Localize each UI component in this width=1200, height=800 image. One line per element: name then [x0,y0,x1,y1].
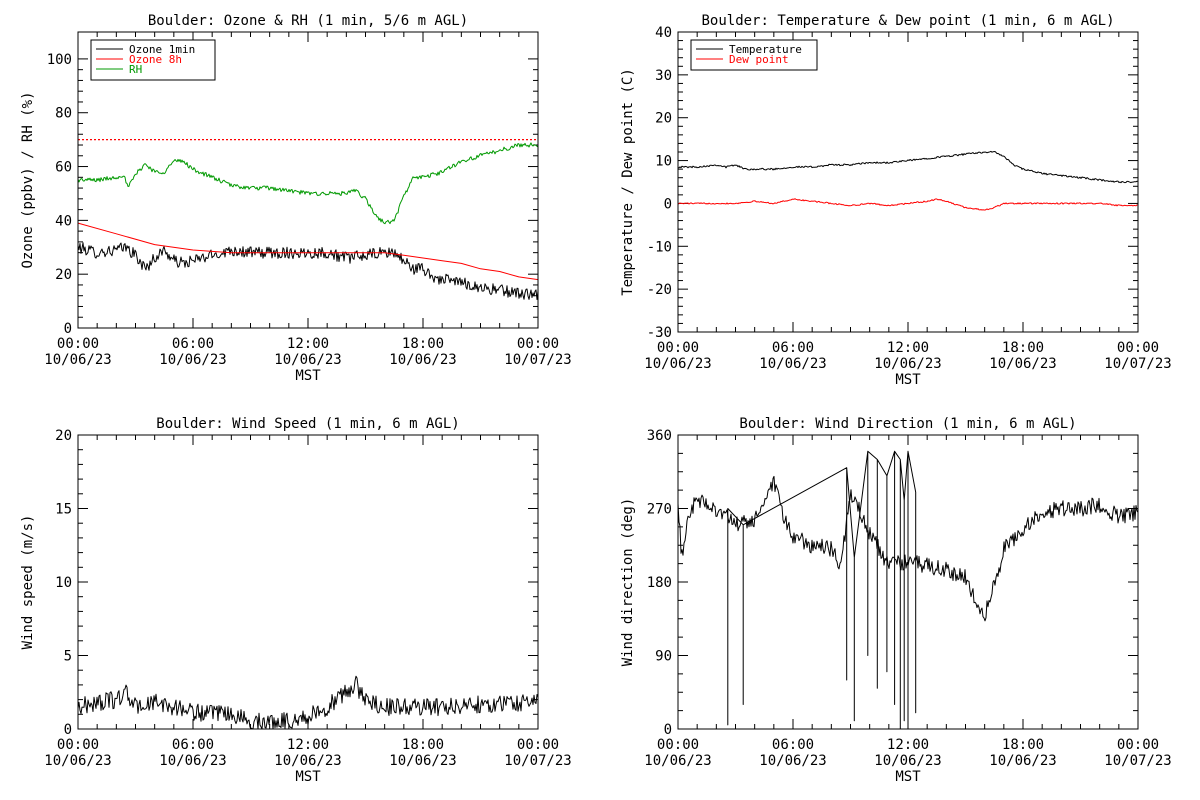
wdir-ytick-label: 90 [655,649,672,665]
wdir-title: Boulder: Wind Direction (1 min, 6 m AGL) [739,416,1076,432]
temp-ytick-label: -10 [647,239,672,255]
wspd-xlabel: MST [295,769,321,785]
wdir-xtick-date: 10/06/23 [874,753,941,769]
temp-xtick-label: 00:00 [1117,340,1159,356]
temp-plot-frame [677,31,1139,333]
temp-ytick-label: -30 [647,325,672,341]
wspd-ytick-label: 20 [55,428,72,444]
ozone-series-2 [77,222,539,281]
temp-xtick-label: 06:00 [772,340,814,356]
wspd-ytick-label: 15 [55,502,72,518]
ozone-xtick-label: 00:00 [517,336,559,352]
temp-xtick-date: 10/07/23 [1104,356,1171,372]
ozone-ytick-label: 20 [55,267,72,283]
ozone-legend-label: Ozone 1min [129,43,195,56]
wdir-ytick-label: 0 [664,722,672,738]
wdir-plot-frame [677,434,1139,730]
panel-wspd: Boulder: Wind Speed (1 min, 6 m AGL) 0 5 10… [20,416,572,785]
temp-ytick-label: -20 [647,282,672,298]
wdir-xtick-label: 00:00 [1117,737,1159,753]
ozone-legend [90,39,216,81]
wdir-xtick-date: 10/06/23 [644,753,711,769]
ozone-xtick-date: 10/07/23 [504,352,571,368]
ozone-xtick-label: 06:00 [172,336,214,352]
ozone-ytick-label: 60 [55,160,72,176]
wdir-xtick-label: 18:00 [1002,737,1044,753]
wspd-xtick-date: 10/06/23 [159,753,226,769]
ozone-xtick-date: 10/06/23 [274,352,341,368]
ozone-ytick-label: 40 [55,213,72,229]
temp-series-1 [678,150,1139,184]
temp-xtick-date: 10/06/23 [989,356,1056,372]
wspd-title: Boulder: Wind Speed (1 min, 6 m AGL) [156,416,459,432]
wspd-xtick-label: 12:00 [287,737,329,753]
panel-temp: Boulder: Temperature & Dew point (1 min,… [620,13,1172,388]
wspd-series-1 [77,675,539,730]
wspd-xtick-label: 00:00 [57,737,99,753]
ozone-xtick-label: 00:00 [57,336,99,352]
panel-ozone: Boulder: Ozone & RH (1 min, 5/6 m AGL) 0 2… [20,13,572,384]
ozone-legend-label: Ozone 8h [129,53,182,66]
wspd-ytick-label: 10 [55,575,72,591]
wspd-ylabel: Wind speed (m/s) [20,515,36,650]
temp-ytick-label: 10 [655,154,672,170]
temp-ylabel: Temperature / Dew point (C) [620,68,636,296]
wdir-xtick-date: 10/06/23 [759,753,826,769]
temp-legend-label: Dew point [729,53,789,66]
temp-legend [690,39,818,71]
wspd-xtick-label: 06:00 [172,737,214,753]
wspd-ytick-label: 5 [64,649,72,665]
wspd-xtick-date: 10/06/23 [274,753,341,769]
ozone-xtick-date: 10/06/23 [44,352,111,368]
ozone-xtick-label: 12:00 [287,336,329,352]
temp-ytick-label: 0 [664,196,672,212]
ozone-xtick-label: 18:00 [402,336,444,352]
temp-xtick-label: 00:00 [657,340,699,356]
panel-wdir: Boulder: Wind Direction (1 min, 6 m AGL)… [620,416,1172,785]
wspd-plot-frame [77,434,539,730]
wspd-xtick-date: 10/07/23 [504,753,571,769]
temp-xtick-label: 18:00 [1002,340,1044,356]
wspd-xtick-label: 18:00 [402,737,444,753]
wdir-ylabel: Wind direction (deg) [620,498,636,667]
ozone-ylabel: Ozone (ppbv) / RH (%) [20,91,36,268]
temp-title: Boulder: Temperature & Dew point (1 min,… [701,13,1114,29]
wspd-xtick-date: 10/06/23 [389,753,456,769]
wdir-xlabel: MST [895,769,921,785]
ozone-ytick-label: 100 [47,52,72,68]
temp-xlabel: MST [895,372,921,388]
wdir-xtick-date: 10/07/23 [1104,753,1171,769]
ozone-ytick-label: 0 [64,321,72,337]
ozone-ytick-label: 80 [55,106,72,122]
wdir-xtick-label: 00:00 [657,737,699,753]
wdir-ytick-label: 180 [647,575,672,591]
ozone-xtick-date: 10/06/23 [159,352,226,368]
temp-xtick-date: 10/06/23 [874,356,941,372]
temp-series-2 [677,198,1139,211]
ozone-series-1 [77,242,539,300]
ozone-legend-label: RH [129,63,142,76]
wdir-xtick-label: 06:00 [772,737,814,753]
temp-xtick-label: 12:00 [887,340,929,356]
wspd-xtick-date: 10/06/23 [44,753,111,769]
temp-xtick-date: 10/06/23 [644,356,711,372]
temp-ytick-label: 40 [655,25,672,41]
wspd-xtick-label: 00:00 [517,737,559,753]
ozone-plot-frame [77,31,539,329]
wspd-ytick-label: 0 [64,722,72,738]
temp-ytick-label: 30 [655,68,672,84]
temp-xtick-date: 10/06/23 [759,356,826,372]
wdir-ytick-label: 270 [647,502,672,518]
ozone-xtick-date: 10/06/23 [389,352,456,368]
wdir-xtick-label: 12:00 [887,737,929,753]
wdir-series-2 [727,450,917,730]
ozone-xlabel: MST [295,368,321,384]
wdir-ytick-label: 360 [647,428,672,444]
temp-legend-label: Temperature [729,43,802,56]
wdir-xtick-date: 10/06/23 [989,753,1056,769]
ozone-series-3 [77,142,539,225]
temp-ytick-label: 20 [655,111,672,127]
ozone-title: Boulder: Ozone & RH (1 min, 5/6 m AGL) [148,13,468,29]
